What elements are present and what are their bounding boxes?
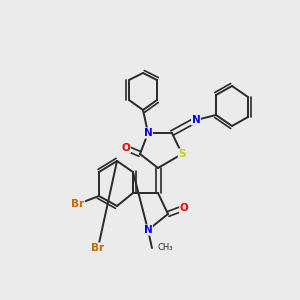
Text: N: N bbox=[144, 225, 152, 235]
Text: CH₃: CH₃ bbox=[158, 244, 173, 253]
Text: N: N bbox=[192, 115, 200, 125]
Text: N: N bbox=[144, 128, 152, 138]
Text: S: S bbox=[178, 149, 186, 159]
Text: Br: Br bbox=[92, 243, 105, 253]
Text: O: O bbox=[180, 203, 188, 213]
Text: Br: Br bbox=[71, 199, 85, 209]
Text: O: O bbox=[122, 143, 130, 153]
